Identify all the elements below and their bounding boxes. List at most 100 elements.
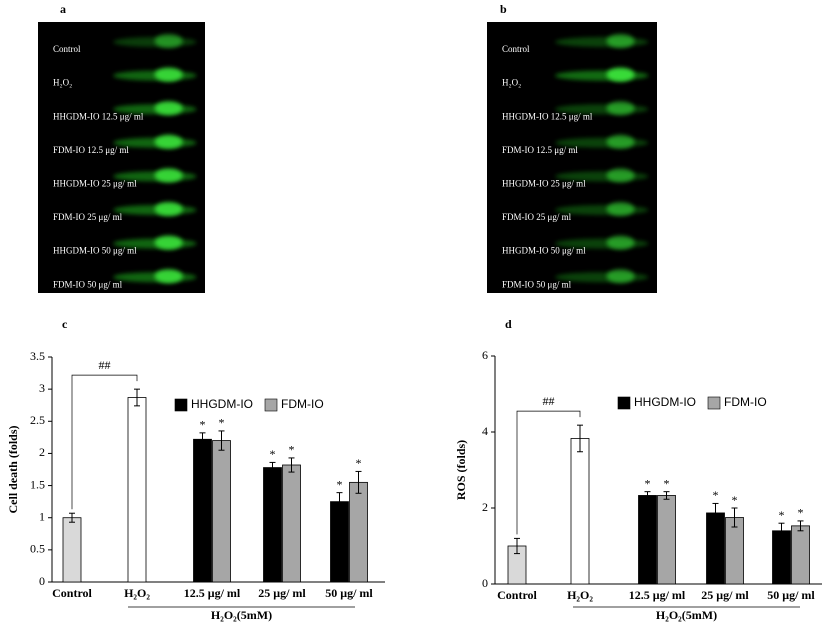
sample-label: FDM-IO 25 μg/ ml	[502, 212, 572, 222]
group-label: H₂O₂(5mM)	[656, 608, 717, 622]
group-label: H₂O₂(5mM)	[211, 608, 272, 622]
fish-body	[154, 235, 183, 250]
significance-marker: *	[645, 476, 651, 490]
significance-marker: *	[356, 456, 362, 470]
bar	[349, 481, 368, 583]
bracket	[516, 410, 581, 535]
fish-body	[154, 67, 183, 82]
fish-body	[606, 202, 635, 216]
bracket	[71, 374, 138, 510]
y-axis-label: Cell death (folds)	[6, 426, 20, 514]
fish-body	[606, 235, 635, 250]
y-tick-label: 2	[482, 500, 488, 514]
fish-body	[154, 202, 183, 216]
x-tick-label: H₂O₂	[124, 586, 150, 600]
panel-label: d	[505, 317, 512, 331]
fish-body	[154, 101, 183, 116]
significance-marker: *	[732, 493, 738, 507]
bar	[330, 501, 349, 583]
fish-body	[154, 134, 183, 149]
x-tick-label: 25 μg/ ml	[701, 588, 749, 602]
legend-swatch	[174, 398, 188, 412]
significance-marker: *	[337, 477, 343, 491]
sample-label: FDM-IO 12.5 μg/ ml	[502, 145, 578, 155]
bar	[638, 495, 657, 585]
y-tick-label: 6	[482, 348, 488, 362]
x-tick-label: H₂O₂	[567, 588, 593, 602]
significance-marker: *	[200, 418, 206, 432]
legend-swatch	[707, 396, 721, 410]
fish-body	[154, 269, 183, 284]
x-tick-label: 50 μg/ ml	[767, 588, 815, 602]
fish-body	[606, 101, 635, 116]
bar	[212, 440, 231, 583]
fish-glow	[555, 70, 649, 81]
y-tick-label: 4	[482, 424, 488, 438]
bar	[193, 438, 212, 583]
bar	[570, 438, 590, 585]
significance-marker: *	[798, 506, 804, 520]
legend-swatch	[264, 398, 278, 412]
sample-label: HHGDM-IO 12.5 μg/ ml	[53, 111, 144, 121]
panel-label: b	[500, 2, 507, 16]
fish-body	[606, 134, 635, 149]
bar	[791, 525, 810, 585]
bar	[263, 467, 282, 583]
x-tick-label: 50 μg/ ml	[325, 586, 373, 600]
legend-label: HHGDM-IO	[191, 397, 253, 411]
fish-body	[154, 168, 183, 183]
x-tick-label: Control	[497, 588, 537, 602]
legend-label: FDM-IO	[281, 397, 324, 411]
y-tick-label: 3.5	[30, 349, 45, 363]
y-tick-label: 3	[39, 381, 45, 395]
sample-label: FDM-IO 25 μg/ ml	[53, 212, 123, 222]
x-tick-label: 25 μg/ ml	[258, 586, 306, 600]
sample-label: Control	[53, 44, 81, 54]
sample-label: HHGDM-IO 50 μg/ ml	[53, 246, 137, 256]
fish-body	[606, 269, 635, 284]
bar	[706, 512, 725, 585]
panel-label: c	[62, 317, 68, 331]
y-tick-label: 0.5	[30, 542, 45, 556]
significance-marker: *	[664, 476, 670, 490]
significance-marker: *	[713, 488, 719, 502]
y-tick-label: 0	[482, 576, 488, 590]
legend-swatch	[617, 396, 631, 410]
significance-marker: *	[270, 447, 276, 461]
sample-label: FDM-IO 50 μg/ ml	[53, 279, 123, 289]
annotation: ##	[99, 358, 111, 372]
sample-label: HHGDM-IO 25 μg/ ml	[53, 178, 137, 188]
x-tick-label: Control	[52, 586, 92, 600]
legend-label: FDM-IO	[724, 395, 767, 409]
sample-label: H₂O₂	[53, 78, 72, 88]
significance-marker: *	[289, 443, 295, 457]
legend-label: HHGDM-IO	[634, 395, 696, 409]
fish-body	[154, 34, 183, 48]
panel-label: a	[60, 2, 66, 16]
sample-label: H₂O₂	[502, 78, 521, 88]
fish-body	[606, 168, 635, 183]
sample-label: HHGDM-IO 50 μg/ ml	[502, 246, 586, 256]
y-tick-label: 1	[39, 509, 45, 523]
sample-label: FDM-IO 12.5 μg/ ml	[53, 145, 129, 155]
significance-marker: *	[219, 416, 225, 430]
annotation: ##	[543, 394, 555, 408]
bar	[62, 517, 82, 583]
bar	[282, 464, 301, 583]
y-tick-label: 0	[39, 574, 45, 588]
x-tick-label: 12.5 μg/ ml	[184, 586, 241, 600]
sample-label: HHGDM-IO 12.5 μg/ ml	[502, 111, 593, 121]
bar	[657, 495, 676, 585]
y-tick-label: 2.5	[30, 413, 45, 427]
sample-label: Control	[502, 44, 530, 54]
y-tick-label: 1.5	[30, 477, 45, 491]
sample-label: HHGDM-IO 25 μg/ ml	[502, 178, 586, 188]
x-tick-label: 12.5 μg/ ml	[629, 588, 686, 602]
sample-label: FDM-IO 50 μg/ ml	[502, 279, 572, 289]
bar	[127, 397, 147, 583]
fish-body	[606, 34, 635, 48]
y-axis-label: ROS (folds)	[454, 440, 468, 500]
fish-body	[606, 67, 635, 82]
y-tick-label: 2	[39, 445, 45, 459]
